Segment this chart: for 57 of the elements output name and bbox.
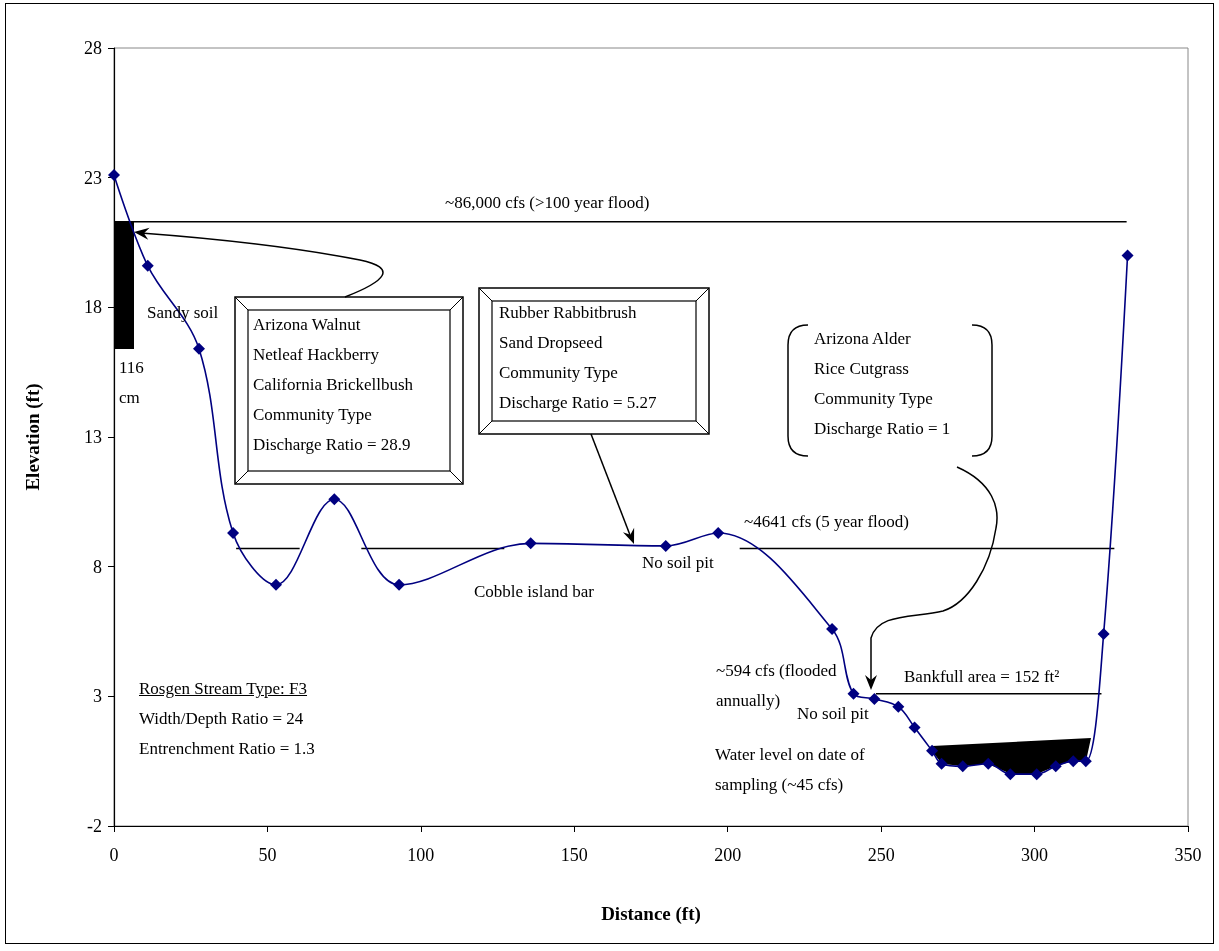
point [270, 578, 283, 591]
point [868, 692, 881, 705]
point [193, 342, 205, 355]
y-tick-label: 18 [84, 297, 102, 318]
point [227, 526, 240, 539]
x-tick-label: 150 [560, 845, 588, 865]
point [1030, 768, 1043, 781]
annotation: No soil pit [797, 704, 869, 724]
point [982, 757, 995, 770]
point [524, 537, 537, 550]
y-tick-label: 3 [93, 686, 102, 707]
series-label: ~4641 cfs (5 year flood) [744, 512, 909, 532]
x-tick-label: 300 [1021, 845, 1049, 865]
series-label: ~86,000 cfs (>100 year flood) [445, 193, 650, 213]
y-tick-label: -2 [87, 816, 102, 836]
point [141, 259, 154, 272]
point [328, 493, 341, 506]
annotation: No soil pit [642, 553, 714, 573]
annotation: Rubber Rabbitbrush Sand Dropseed Community Type Discharge Ratio = 5.27 [499, 302, 657, 414]
point [826, 622, 839, 635]
y-tick-label: 28 [84, 38, 102, 58]
point [1049, 760, 1062, 773]
annotation: 116 cm [119, 357, 145, 409]
x-tick-label: 350 [1174, 845, 1202, 865]
point [659, 539, 672, 552]
point [1097, 628, 1110, 641]
annotation: Width/Depth Ratio = 24 [139, 709, 304, 729]
x-tick-label: 200 [714, 845, 742, 865]
point [1067, 755, 1080, 768]
x-tick-label: 50 [258, 845, 277, 865]
x-tick-label: 250 [867, 845, 895, 865]
point [892, 700, 905, 713]
point [956, 760, 969, 773]
point [1121, 249, 1134, 262]
annotation: Arizona Alder Rice Cutgrass Community Type Discharge Ratio = 1 [814, 328, 951, 440]
point [1079, 755, 1092, 768]
y-tick-label: 8 [93, 556, 102, 577]
point [908, 721, 921, 734]
x-axis-title: Distance (ft) [601, 903, 701, 925]
point [108, 169, 120, 182]
point [393, 578, 406, 591]
annotation: Rosgen Stream Type: F3 [139, 679, 308, 699]
point [926, 744, 939, 757]
y-axis-title: Elevation (ft) [22, 383, 44, 491]
y-tick-label: 13 [84, 427, 102, 447]
x-tick-label: 0 [109, 845, 119, 865]
annotation: Water level on date of sampling (~45 cfs) [715, 744, 866, 796]
point [1004, 768, 1017, 781]
annotation: Bankfull area = 152 ft² [904, 667, 1060, 687]
annotation: Cobble island bar [474, 582, 594, 602]
y-tick-label: 23 [84, 167, 102, 188]
x-tick-label: 100 [407, 845, 435, 865]
annotation: Arizona Walnut Netleaf Hackberry California Brickellbush Community Type Discharge Ratio = 28.9 [253, 314, 414, 456]
point [847, 687, 860, 700]
point [935, 757, 948, 770]
annotation: Entrenchment Ratio = 1.3 [139, 739, 315, 759]
point [712, 526, 725, 539]
